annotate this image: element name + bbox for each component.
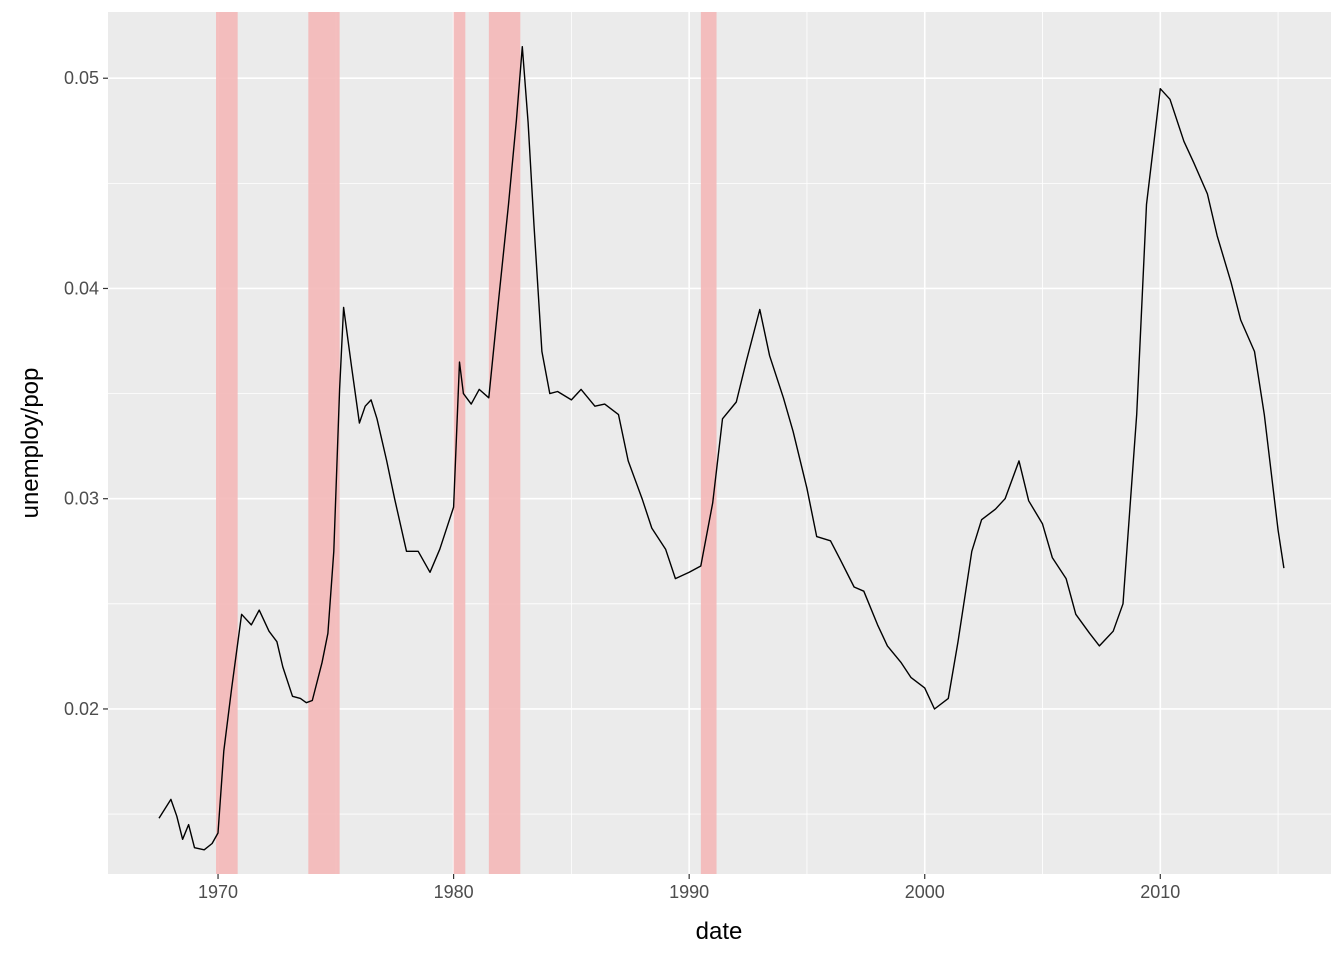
shaded-period — [216, 12, 238, 874]
x-axis-title: date — [696, 918, 743, 945]
y-axis-title: unemploy/pop — [17, 368, 44, 519]
x-tick-label: 2000 — [905, 882, 945, 902]
y-axis: 0.02 0.03 0.04 0.05 — [64, 68, 108, 719]
shaded-period — [453, 12, 466, 874]
x-tick-label: 2010 — [1140, 882, 1180, 902]
shaded-period — [488, 12, 521, 874]
x-tick-label: 1990 — [669, 882, 709, 902]
shaded-period — [308, 12, 340, 874]
shaded-period — [700, 12, 717, 874]
y-tick-label: 0.05 — [64, 68, 99, 88]
x-tick-label: 1980 — [434, 882, 474, 902]
x-tick-label: 1970 — [198, 882, 238, 902]
shaded-periods — [216, 12, 717, 874]
y-tick-label: 0.04 — [64, 278, 99, 298]
y-tick-label: 0.03 — [64, 489, 99, 509]
y-tick-label: 0.02 — [64, 699, 99, 719]
x-axis: 1970 1980 1990 2000 2010 — [198, 874, 1180, 902]
series-line — [158, 46, 1285, 851]
